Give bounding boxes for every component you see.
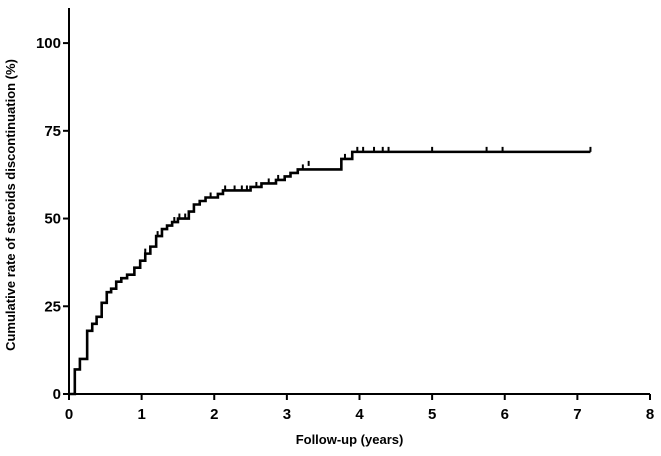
x-tick-label: 7: [573, 406, 581, 423]
y-tick-label: 75: [44, 123, 61, 140]
x-tick-label: 1: [137, 406, 145, 423]
x-tick-label: 2: [210, 406, 218, 423]
axes: [68, 8, 650, 395]
x-axis-title: Follow-up (years): [296, 432, 404, 447]
x-tick-label: 3: [283, 406, 291, 423]
y-tick-label: 25: [44, 298, 61, 315]
x-ticks: 0 1 2 3 4 5 6 7 8: [65, 394, 654, 423]
y-tick-label: 0: [53, 386, 61, 403]
y-axis-title: Cumulative rate of steroids discontinuat…: [3, 59, 18, 351]
y-ticks: 0 25 50 75 100: [36, 35, 69, 403]
km-curve: [69, 150, 591, 396]
y-tick-label: 50: [44, 211, 61, 228]
x-tick-label: 6: [501, 406, 509, 423]
x-tick-label: 4: [355, 406, 364, 423]
y-tick-label: 100: [36, 35, 61, 52]
x-tick-label: 5: [428, 406, 436, 423]
x-tick-label: 0: [65, 406, 73, 423]
censor-marks: [144, 146, 592, 254]
x-tick-label: 8: [646, 406, 654, 423]
